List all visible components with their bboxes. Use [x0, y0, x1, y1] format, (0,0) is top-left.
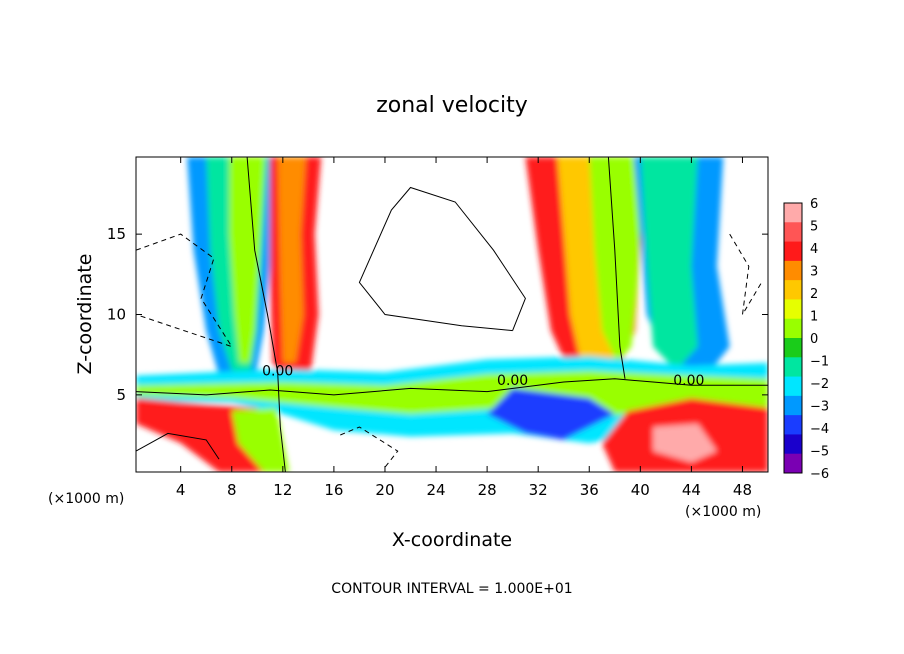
band-left-inner	[229, 157, 265, 363]
contour-zero-left	[246, 157, 286, 472]
colorbar-swatch	[784, 376, 802, 397]
x-tick-label: 28	[478, 481, 497, 499]
x-axis-label: X-coordinate	[392, 529, 512, 551]
colorbar-tick-label: 4	[810, 242, 818, 257]
x-tick-label: 44	[682, 481, 701, 499]
contour-closed-upper	[358, 186, 526, 332]
contour-low-left	[136, 432, 220, 460]
contour-label-0: 0.00	[262, 364, 293, 380]
contour-dashed-low	[340, 426, 399, 468]
colorbar-swatch	[784, 203, 802, 223]
y-axis-ticks: 5 10 15	[107, 225, 768, 404]
contour-zero-low	[136, 378, 768, 396]
colorbar: 6 5 4 3 2 1 0 −1 −2 −3 −4 −5 −6	[783, 197, 829, 482]
colorbar-tick-label: −5	[810, 445, 829, 460]
colorbar-tick-label: 0	[810, 332, 818, 347]
band-right-core	[589, 157, 643, 363]
colorbar-tick-label: −1	[810, 355, 829, 370]
colorbar-tick-label: 3	[810, 265, 818, 280]
x-tick-label: 48	[733, 481, 752, 499]
colorbar-tick-label: −4	[810, 422, 829, 437]
colorbar-swatch	[784, 280, 802, 300]
colorbar-tick-label: 6	[810, 197, 818, 212]
band-shear-core	[136, 370, 768, 419]
contour-dashed-left	[136, 233, 233, 348]
x-tick-label: 4	[176, 481, 186, 499]
x-tick-label: 40	[631, 481, 650, 499]
colorbar-swatch	[784, 338, 802, 358]
y-tick-label: 5	[116, 386, 126, 404]
contour-label-2: 0.00	[673, 373, 704, 389]
contour-dashed-right	[729, 233, 763, 315]
y-tick-label: 15	[107, 225, 126, 243]
colorbar-frame	[783, 202, 803, 474]
chart-title: zonal velocity	[376, 93, 528, 118]
colorbar-swatch	[784, 357, 802, 378]
colorbar-swatch	[784, 318, 802, 339]
colorbar-swatch	[784, 222, 802, 243]
colorbar-tick-label: −3	[810, 400, 829, 415]
band-right-desc-inner	[640, 157, 698, 371]
colorbar-swatch	[784, 453, 802, 474]
x-tick-label: 8	[227, 481, 237, 499]
y-tick-label: 10	[107, 306, 126, 324]
colorbar-swatch	[784, 415, 802, 435]
colorbar-tick-label: 5	[810, 220, 818, 235]
colorbar-swatch	[784, 260, 802, 281]
x-tick-label: 24	[426, 481, 445, 499]
band-shear-low	[487, 388, 615, 440]
y-axis-label: Z-coordinate	[74, 254, 96, 375]
colorbar-tick-label: 1	[810, 310, 818, 325]
colorbar-swatch	[784, 395, 802, 416]
contour-interval-note: CONTOUR INTERVAL = 1.000E+01	[331, 581, 572, 597]
x-tick-label: 16	[324, 481, 343, 499]
velocity-field	[136, 157, 768, 472]
band-center-core	[277, 157, 306, 363]
band-lowleft-green	[231, 407, 290, 472]
x-tick-label: 36	[580, 481, 599, 499]
x-unit-left: (×1000 m)	[48, 491, 124, 507]
x-unit-right: (×1000 m)	[685, 504, 761, 520]
x-axis-ticks: 4 8 12 16 20 24 28 32 36 40 44 48	[176, 157, 752, 499]
band-lowright-pink	[653, 423, 717, 463]
contour-lines	[136, 157, 768, 472]
colorbar-swatch	[784, 299, 802, 320]
x-tick-label: 12	[273, 481, 292, 499]
colorbar-swatch	[784, 434, 802, 455]
colorbar-tick-label: 2	[810, 287, 818, 302]
colorbar-swatch	[784, 241, 802, 262]
contour-label-1: 0.00	[497, 373, 528, 389]
colorbar-tick-label: −6	[810, 467, 829, 482]
colorbar-tick-label: −2	[810, 377, 829, 392]
x-tick-label: 20	[375, 481, 394, 499]
contour-zero-right	[607, 157, 626, 379]
x-tick-label: 32	[529, 481, 548, 499]
